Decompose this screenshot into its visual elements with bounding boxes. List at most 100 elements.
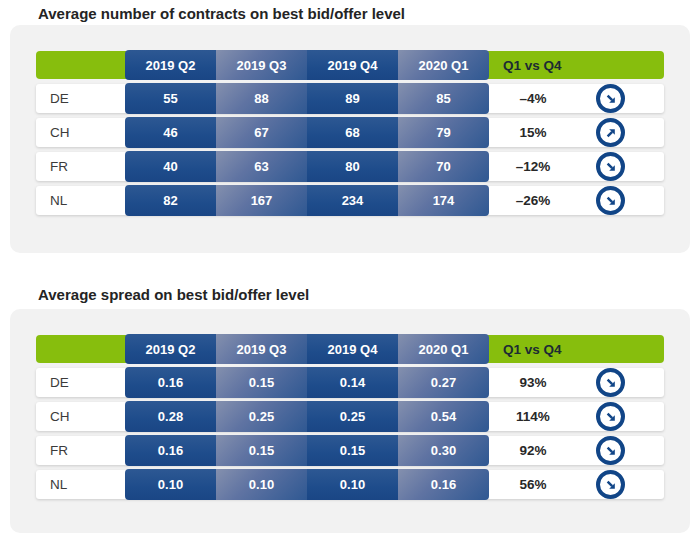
row-label: FR [36, 152, 125, 181]
table-row-de: DE 55 88 89 85 –4% [36, 84, 664, 113]
value-cell: 0.10 [125, 469, 216, 500]
value-cell: 167 [216, 185, 307, 216]
value-cell: 88 [216, 83, 307, 114]
change-value: –4% [489, 91, 577, 106]
value-cell: 0.15 [216, 367, 307, 398]
value-strip: 46 67 68 79 [125, 117, 489, 148]
change-value: –12% [489, 159, 577, 174]
value-strip: 40 63 80 70 [125, 151, 489, 182]
header-cell-2019-q3: 2019 Q3 [216, 334, 307, 364]
header-cell-2019-q2: 2019 Q2 [125, 50, 216, 80]
change-value: 114% [489, 409, 577, 424]
value-cell: 68 [307, 117, 398, 148]
table-header-row: 2019 Q2 2019 Q3 2019 Q4 2020 Q1 Q1 vs Q4 [36, 335, 664, 363]
change-value: 56% [489, 477, 577, 492]
row-label: DE [36, 368, 125, 397]
row-label: FR [36, 436, 125, 465]
trend-down-icon [596, 436, 625, 465]
value-cell: 79 [398, 117, 489, 148]
change-cell: 15% [489, 118, 664, 147]
change-cell: 93% [489, 368, 664, 397]
table-row-ch: CH 46 67 68 79 15% [36, 118, 664, 147]
change-value: 15% [489, 125, 577, 140]
row-label: NL [36, 470, 125, 499]
row-label: CH [36, 118, 125, 147]
value-cell: 82 [125, 185, 216, 216]
header-cell-2020-q1: 2020 Q1 [398, 50, 489, 80]
value-cell: 0.16 [125, 435, 216, 466]
value-cell: 80 [307, 151, 398, 182]
header-cell-blank [36, 51, 125, 79]
value-cell: 0.25 [307, 401, 398, 432]
header-cell-2019-q4: 2019 Q4 [307, 334, 398, 364]
section-title-contracts: Average number of contracts on best bid/… [38, 5, 700, 22]
header-cell-q1-vs-q4: Q1 vs Q4 [489, 51, 664, 79]
trend-down-icon [596, 470, 625, 499]
value-cell: 70 [398, 151, 489, 182]
value-cell: 0.54 [398, 401, 489, 432]
value-cell: 0.16 [125, 367, 216, 398]
value-cell: 89 [307, 83, 398, 114]
spread-table-panel: 2019 Q2 2019 Q3 2019 Q4 2020 Q1 Q1 vs Q4… [10, 309, 690, 533]
value-cell: 0.27 [398, 367, 489, 398]
change-cell: –26% [489, 186, 664, 215]
value-strip: 0.16 0.15 0.15 0.30 [125, 435, 489, 466]
section-title-spread: Average spread on best bid/offer level [38, 286, 700, 303]
value-cell: 67 [216, 117, 307, 148]
value-cell: 234 [307, 185, 398, 216]
value-cell: 55 [125, 83, 216, 114]
value-cell: 0.25 [216, 401, 307, 432]
table-row-fr: FR 40 63 80 70 –12% [36, 152, 664, 181]
change-cell: 56% [489, 470, 664, 499]
change-cell: 92% [489, 436, 664, 465]
trend-down-icon [596, 402, 625, 431]
contracts-table-panel: 2019 Q2 2019 Q3 2019 Q4 2020 Q1 Q1 vs Q4… [10, 25, 690, 253]
trend-down-icon [596, 84, 625, 113]
value-cell: 0.30 [398, 435, 489, 466]
header-cell-2020-q1: 2020 Q1 [398, 334, 489, 364]
value-cell: 0.10 [216, 469, 307, 500]
header-cell-2019-q2: 2019 Q2 [125, 334, 216, 364]
change-cell: 114% [489, 402, 664, 431]
value-strip: 55 88 89 85 [125, 83, 489, 114]
change-cell: –12% [489, 152, 664, 181]
table-row-ch: CH 0.28 0.25 0.25 0.54 114% [36, 402, 664, 431]
header-cell-blank [36, 335, 125, 363]
value-cell: 0.15 [216, 435, 307, 466]
change-value: 92% [489, 443, 577, 458]
table-row-fr: FR 0.16 0.15 0.15 0.30 92% [36, 436, 664, 465]
value-cell: 63 [216, 151, 307, 182]
table-row-nl: NL 0.10 0.10 0.10 0.16 56% [36, 470, 664, 499]
table-row-de: DE 0.16 0.15 0.14 0.27 93% [36, 368, 664, 397]
trend-down-icon [596, 186, 625, 215]
change-value: 93% [489, 375, 577, 390]
header-quarter-strip: 2019 Q2 2019 Q3 2019 Q4 2020 Q1 [125, 50, 489, 80]
change-cell: –4% [489, 84, 664, 113]
value-cell: 46 [125, 117, 216, 148]
value-strip: 0.28 0.25 0.25 0.54 [125, 401, 489, 432]
value-strip: 0.16 0.15 0.14 0.27 [125, 367, 489, 398]
change-value: –26% [489, 193, 577, 208]
trend-down-icon [596, 152, 625, 181]
value-cell: 40 [125, 151, 216, 182]
header-cell-2019-q4: 2019 Q4 [307, 50, 398, 80]
value-cell: 0.10 [307, 469, 398, 500]
value-strip: 0.10 0.10 0.10 0.16 [125, 469, 489, 500]
row-label: CH [36, 402, 125, 431]
value-cell: 0.28 [125, 401, 216, 432]
header-cell-2019-q3: 2019 Q3 [216, 50, 307, 80]
trend-up-icon [596, 118, 625, 147]
value-cell: 0.15 [307, 435, 398, 466]
header-cell-q1-vs-q4: Q1 vs Q4 [489, 335, 664, 363]
value-strip: 82 167 234 174 [125, 185, 489, 216]
value-cell: 0.16 [398, 469, 489, 500]
row-label: NL [36, 186, 125, 215]
row-label: DE [36, 84, 125, 113]
table-row-nl: NL 82 167 234 174 –26% [36, 186, 664, 215]
table-header-row: 2019 Q2 2019 Q3 2019 Q4 2020 Q1 Q1 vs Q4 [36, 51, 664, 79]
header-quarter-strip: 2019 Q2 2019 Q3 2019 Q4 2020 Q1 [125, 334, 489, 364]
value-cell: 85 [398, 83, 489, 114]
value-cell: 174 [398, 185, 489, 216]
trend-down-icon [596, 368, 625, 397]
value-cell: 0.14 [307, 367, 398, 398]
